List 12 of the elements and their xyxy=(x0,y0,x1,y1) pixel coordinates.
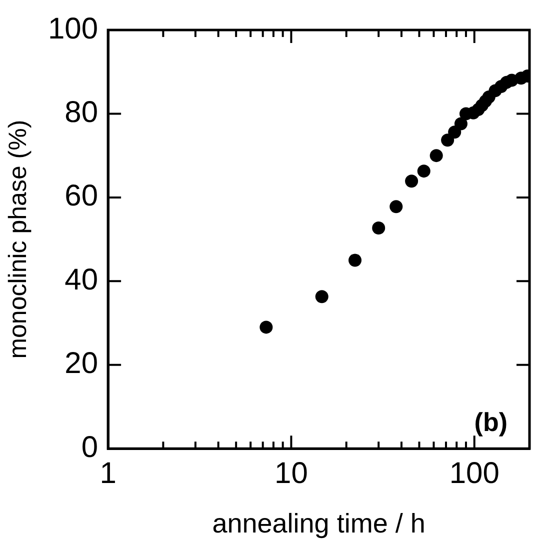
x-tick-label: 1 xyxy=(100,456,116,490)
y-tick-label: 40 xyxy=(64,263,98,296)
annotation: (b) xyxy=(474,406,508,437)
x-tick-label: 10 xyxy=(274,456,308,490)
y-tick-label: 80 xyxy=(64,96,98,129)
y-tick-label: 60 xyxy=(64,180,98,213)
y-axis-title: monoclinic phase (%) xyxy=(4,120,32,359)
x-tick-label: 100 xyxy=(449,456,500,490)
x-axis-title: annealing time / h xyxy=(212,508,426,538)
y-tick-label: 100 xyxy=(48,12,98,46)
y-tick-label: 20 xyxy=(64,347,98,380)
y-tick-label: 0 xyxy=(81,430,98,464)
